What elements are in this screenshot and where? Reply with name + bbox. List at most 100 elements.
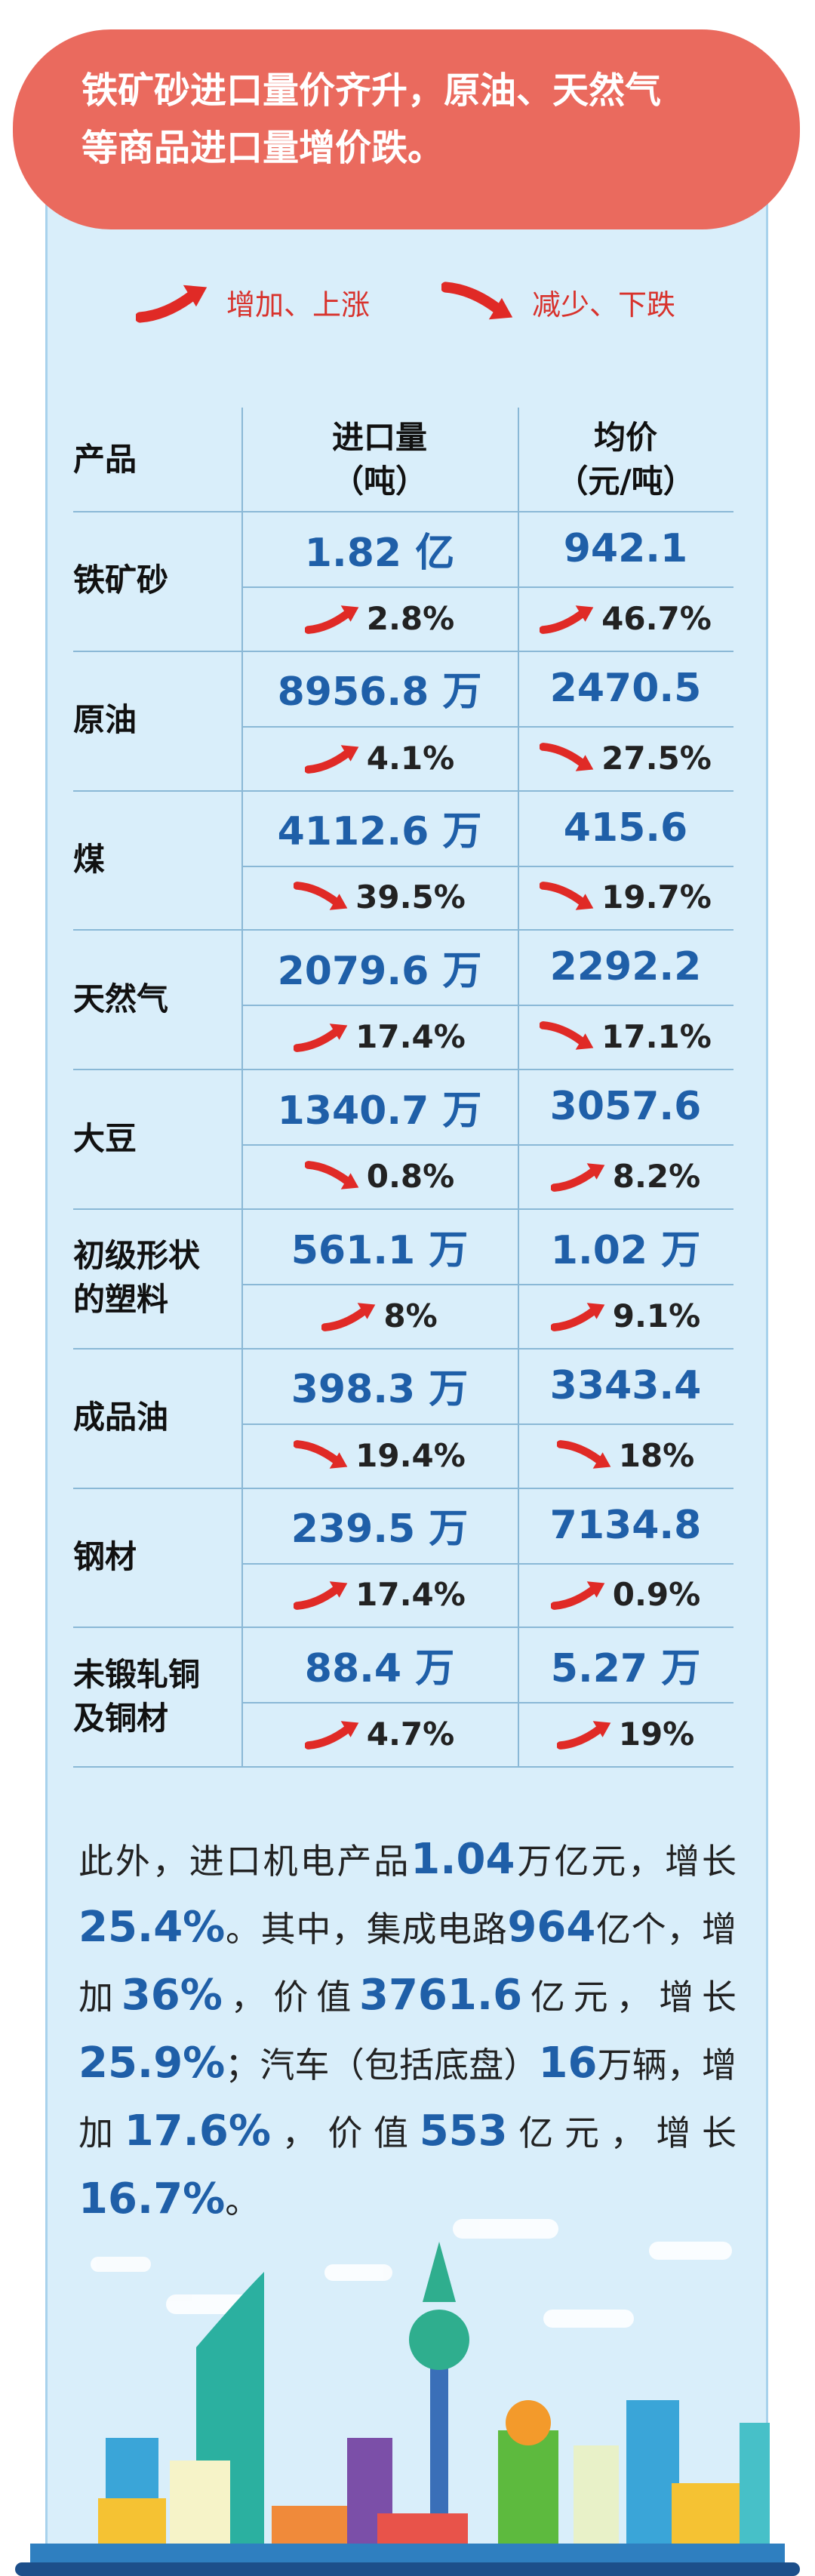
import-volume: 239.5 万 (291, 1507, 469, 1553)
change-value: 17.4% (355, 1018, 466, 1056)
title-line: 铁矿砂进口量价齐升，原油、天然气 (82, 69, 662, 112)
sub-divider (241, 1284, 734, 1285)
column-name: 进口量 (331, 418, 427, 456)
row-divider (73, 1347, 734, 1350)
text-segment: 万亿元，增长 (515, 1841, 737, 1882)
arrow-down (539, 1021, 594, 1050)
legend-arrow (440, 281, 517, 327)
text-segment: ；汽车（包括底盘） (225, 2045, 539, 2085)
column-name: 产品 (73, 440, 137, 478)
highlight-number: 25.9% (78, 2039, 226, 2088)
highlight-number: 17.6% (124, 2107, 271, 2156)
change-value: 19.4% (355, 1436, 466, 1474)
change-cell: 46.7% (518, 586, 734, 651)
change-arrow (304, 1718, 362, 1750)
text-segment: ，价值 (270, 2113, 420, 2153)
sub-divider (241, 725, 734, 728)
sub-divider (241, 865, 734, 867)
import-volume: 561.1 万 (291, 1227, 469, 1273)
change-cell: 19.7% (518, 866, 734, 930)
change-arrow (556, 1718, 614, 1750)
change-cell: 0.9% (518, 1563, 734, 1627)
arrow-up (550, 1163, 605, 1193)
import-volume: 2079.6 万 (277, 948, 482, 994)
avg-price: 942.1 (563, 526, 688, 571)
arrow-up (134, 285, 208, 323)
highlight-number: 1.04 (411, 1835, 515, 1884)
background-panel (45, 121, 768, 2568)
column-divider (518, 408, 519, 1767)
row-divider (73, 1627, 734, 1629)
change-value: 9.1% (612, 1297, 701, 1334)
change-value: 4.7% (366, 1716, 455, 1753)
column-header: 进口量 （吨） (241, 408, 518, 511)
arrow-up (293, 1581, 348, 1611)
row-divider (73, 789, 734, 792)
column-name: 均价 (593, 418, 657, 456)
arrow-up (304, 744, 359, 774)
change-cell: 8% (241, 1284, 518, 1348)
change-cell: 19% (518, 1702, 734, 1766)
sub-divider (241, 1562, 734, 1565)
row-divider (73, 650, 734, 652)
avg-price: 7134.8 (549, 1502, 702, 1548)
change-arrow (304, 742, 362, 774)
row-divider (73, 1069, 734, 1071)
column-unit: （吨） (331, 462, 427, 500)
title: 铁矿砂进口量价齐升，原油、天然气 等商品进口量增价跌。 (82, 62, 761, 177)
sub-divider (241, 1423, 734, 1425)
arrow-up (304, 605, 359, 634)
change-arrow (550, 1300, 608, 1332)
arrow-down (304, 1161, 359, 1190)
sub-divider (241, 586, 734, 588)
avg-price: 415.6 (563, 805, 688, 851)
highlight-number: 16 (538, 2039, 598, 2088)
import-volume: 8956.8 万 (277, 669, 482, 716)
change-arrow (304, 1160, 362, 1193)
change-arrow (556, 1439, 614, 1472)
column-divider (241, 408, 243, 1767)
avg-price: 1.02 万 (550, 1227, 701, 1273)
change-arrow (293, 1578, 351, 1611)
paragraph: 此外，进口机电产品1.04万亿元，增长 25.4%。其中，集成电路964亿个，增加… (78, 1827, 737, 2234)
change-cell: 39.5% (241, 866, 518, 930)
change-value: 8.2% (612, 1158, 701, 1196)
highlight-number: 553 (419, 2107, 508, 2156)
import-volume: 398.3 万 (291, 1367, 469, 1413)
change-value: 17.4% (355, 1576, 466, 1614)
legend-arrow (134, 281, 211, 327)
product-name: 未锻轧铜及铜材 (73, 1655, 201, 1737)
change-arrow (539, 1020, 597, 1053)
change-value: 46.7% (601, 599, 712, 637)
change-arrow (293, 1020, 351, 1053)
column-unit: （元/吨） (556, 462, 695, 500)
change-cell: 4.1% (241, 726, 518, 790)
change-value: 0.9% (612, 1576, 701, 1614)
import-volume: 1.82 亿 (304, 530, 455, 576)
change-cell: 17.4% (241, 1563, 518, 1627)
highlight-number: 3761.6 (358, 1971, 523, 2020)
text-segment: 。其中，集成电路 (225, 1909, 508, 1950)
change-arrow (304, 602, 362, 635)
avg-price: 2292.2 (549, 944, 702, 990)
product-name: 原油 (73, 701, 137, 739)
highlight-number: 964 (507, 1903, 596, 1952)
change-arrow (539, 881, 597, 913)
title-banner (13, 29, 800, 229)
legend-increase: 增加、上涨 (226, 288, 371, 322)
row-divider (73, 1766, 734, 1768)
change-cell: 4.7% (241, 1702, 518, 1766)
product-name: 钢材 (73, 1537, 137, 1575)
change-arrow (539, 602, 597, 635)
avg-price: 3057.6 (549, 1084, 702, 1130)
import-volume: 4112.6 万 (277, 809, 482, 855)
column-header: 产品 (73, 408, 241, 511)
avg-price: 2470.5 (549, 665, 702, 711)
arrow-down (293, 882, 348, 911)
change-value: 4.1% (366, 739, 455, 777)
avg-price: 5.27 万 (550, 1645, 701, 1691)
change-cell: 9.1% (518, 1284, 734, 1348)
change-value: 27.5% (601, 739, 712, 777)
highlight-number: 16.7% (78, 2174, 226, 2224)
